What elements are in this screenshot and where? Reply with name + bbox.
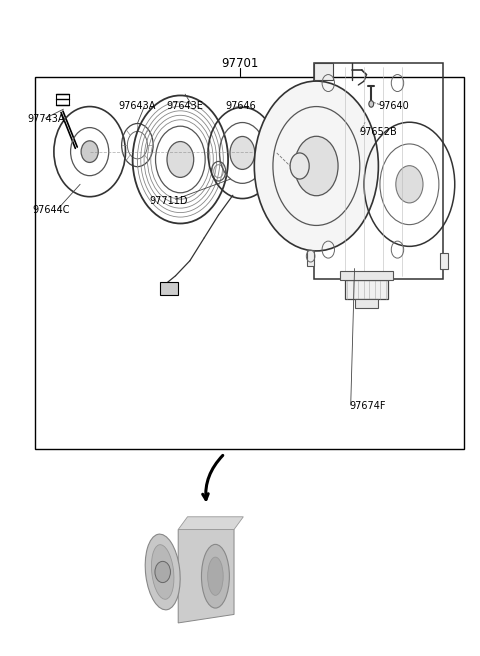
Text: 97743A: 97743A xyxy=(28,114,65,124)
Text: 97646: 97646 xyxy=(226,101,256,111)
Circle shape xyxy=(290,153,309,179)
Circle shape xyxy=(396,166,423,203)
Ellipse shape xyxy=(202,544,229,608)
Ellipse shape xyxy=(167,142,194,177)
Text: 97701: 97701 xyxy=(221,57,259,70)
Text: 97674F: 97674F xyxy=(350,401,386,411)
Text: 97643A: 97643A xyxy=(118,101,156,111)
Text: 97652B: 97652B xyxy=(360,127,397,137)
Ellipse shape xyxy=(81,141,98,163)
Polygon shape xyxy=(178,529,234,623)
Bar xyxy=(35,77,464,449)
Polygon shape xyxy=(307,250,314,266)
Ellipse shape xyxy=(208,557,223,596)
Circle shape xyxy=(155,562,170,583)
Polygon shape xyxy=(178,517,243,529)
Text: 97640: 97640 xyxy=(378,101,409,111)
Ellipse shape xyxy=(145,534,180,610)
Bar xyxy=(314,64,443,279)
Bar xyxy=(56,94,69,104)
Circle shape xyxy=(369,100,373,107)
Text: 97711D: 97711D xyxy=(149,195,188,205)
Polygon shape xyxy=(314,64,333,80)
Circle shape xyxy=(295,136,338,195)
Ellipse shape xyxy=(151,544,174,600)
Ellipse shape xyxy=(230,136,255,169)
Text: 97643E: 97643E xyxy=(166,101,203,111)
Text: 97644C: 97644C xyxy=(33,205,70,215)
Bar xyxy=(345,280,388,298)
Polygon shape xyxy=(441,253,447,269)
Bar xyxy=(340,270,393,280)
Bar xyxy=(355,298,378,308)
Circle shape xyxy=(254,81,378,251)
Bar xyxy=(160,282,179,295)
